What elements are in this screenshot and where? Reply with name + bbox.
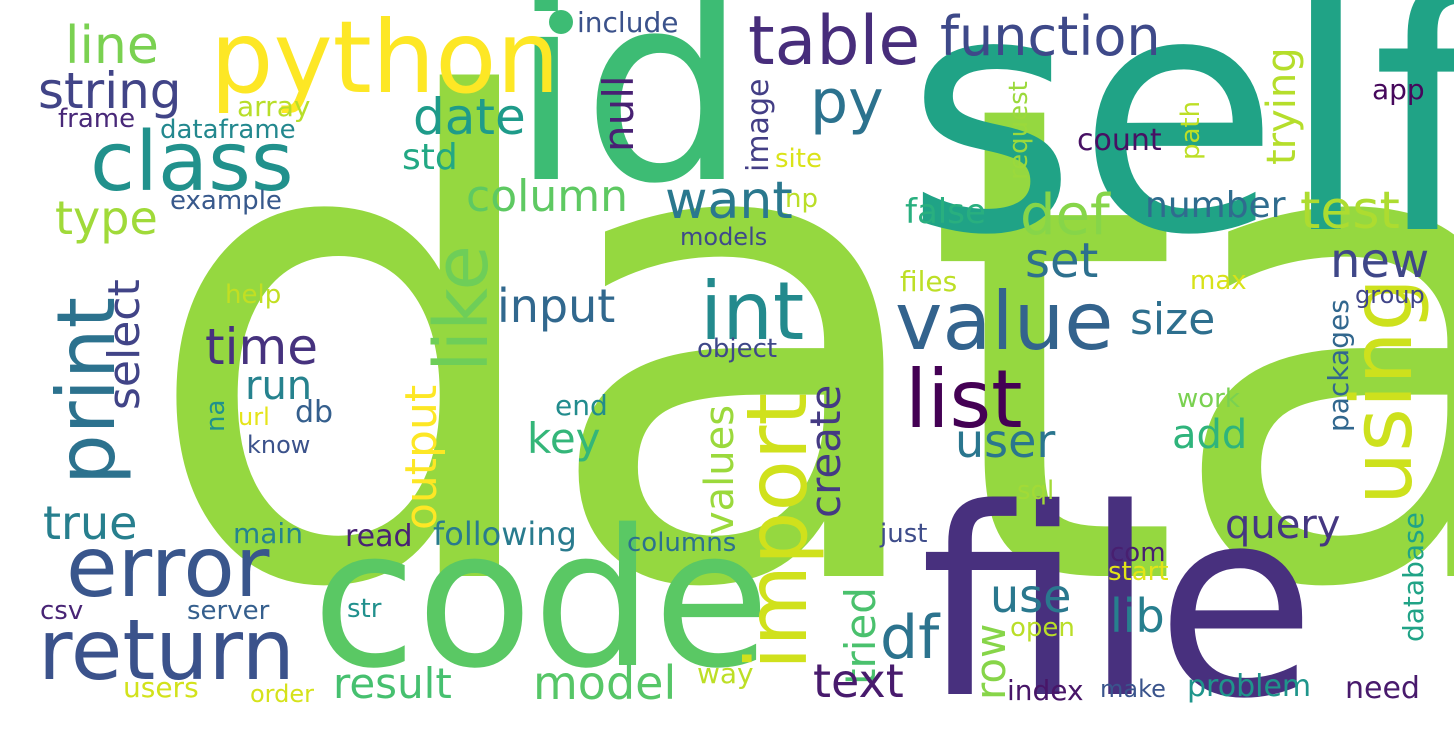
word-py: py — [810, 67, 884, 137]
word-row: row — [966, 623, 1015, 700]
word-work: work — [1177, 384, 1240, 414]
word-database: database — [1397, 512, 1430, 642]
word-open: open — [1010, 613, 1075, 643]
word-sql: sql — [1017, 476, 1055, 506]
word-image: image — [741, 78, 776, 172]
word-use: use — [990, 569, 1072, 623]
word-error: error — [66, 518, 270, 616]
word-array: array — [237, 90, 311, 123]
word-make: make — [1100, 675, 1166, 703]
word-self: self — [905, 0, 1454, 307]
word-problem: problem — [1187, 669, 1312, 704]
word-just: just — [880, 519, 928, 549]
word-id: id — [510, 0, 748, 241]
word-frame: frame — [58, 104, 136, 134]
word-list: list — [905, 353, 1023, 446]
word-com: com — [1110, 538, 1166, 568]
word-str: str — [347, 594, 382, 624]
word-help: help — [225, 280, 282, 310]
word-result: result — [333, 659, 452, 708]
word-class: class — [90, 115, 294, 210]
word-function: function — [940, 5, 1161, 68]
word-users: users — [123, 671, 199, 704]
word-true: true — [43, 496, 138, 550]
word-select: select — [99, 279, 150, 410]
word-start: start — [1108, 557, 1169, 587]
word-line: line — [65, 16, 159, 76]
word-create: create — [801, 384, 850, 518]
word-table: table — [748, 2, 921, 81]
word-file: file — [920, 454, 1316, 735]
word-end: end — [555, 389, 608, 422]
word-columns: columns — [627, 528, 737, 558]
word-files: files — [900, 265, 958, 298]
word-std: std — [402, 137, 458, 178]
word-request: request — [1004, 81, 1034, 180]
word-number: number — [1145, 185, 1286, 226]
word-server: server — [187, 596, 270, 626]
word-trying: trying — [1259, 47, 1305, 165]
word-text: text — [813, 654, 904, 708]
word-order: order — [250, 680, 314, 708]
word-value: value — [895, 275, 1114, 368]
word-input: input — [497, 279, 616, 333]
word-set: set — [1025, 233, 1099, 289]
word-example: example — [170, 186, 282, 216]
word-url: url — [238, 403, 270, 431]
word-following: following — [433, 515, 577, 553]
word-test: test — [1300, 181, 1400, 241]
word-false: false — [905, 192, 986, 232]
word-want: want — [665, 171, 793, 231]
word-model: model — [533, 656, 677, 710]
word-app: app — [1372, 73, 1425, 106]
word-data: data — [140, 0, 1454, 732]
word-return: return — [38, 601, 295, 699]
word-lib: lib — [1110, 589, 1165, 643]
word-new: new — [1330, 233, 1430, 289]
word-group: group — [1355, 281, 1425, 309]
word-main: main — [233, 517, 303, 550]
word-type: type — [55, 191, 158, 245]
word-df: df — [880, 603, 940, 673]
word-np: np — [785, 184, 818, 214]
word-know: know — [247, 431, 311, 459]
word-packages: packages — [1322, 299, 1355, 432]
dot-mark — [549, 10, 573, 34]
word-na: na — [201, 399, 231, 432]
word-def: def — [1020, 183, 1110, 248]
word-models: models — [680, 223, 768, 251]
word-int: int — [700, 265, 805, 358]
word-count: count — [1077, 123, 1162, 158]
word-way: way — [697, 657, 754, 690]
word-object: object — [697, 334, 778, 364]
word-key: key — [527, 414, 601, 463]
word-user: user — [955, 414, 1056, 468]
word-read: read — [345, 519, 413, 554]
word-include: include — [577, 6, 679, 39]
word-code: code — [312, 489, 771, 710]
word-max: max — [1190, 266, 1247, 296]
word-path: path — [1176, 100, 1206, 160]
word-time: time — [205, 318, 318, 376]
word-query: query — [1225, 502, 1341, 548]
word-add: add — [1172, 412, 1248, 458]
word-output: output — [396, 384, 447, 530]
word-db: db — [295, 395, 334, 430]
word-csv: csv — [40, 596, 84, 626]
word-need: need — [1345, 671, 1420, 706]
word-dataframe: dataframe — [160, 115, 296, 145]
word-string: string — [38, 62, 182, 120]
word-values: values — [697, 404, 743, 535]
word-size: size — [1130, 294, 1216, 345]
word-date: date — [413, 88, 526, 146]
word-site: site — [775, 144, 822, 174]
word-index: index — [1007, 674, 1084, 707]
word-like: like — [419, 245, 505, 372]
word-null: null — [594, 75, 643, 152]
word-python: python — [210, 0, 560, 116]
word-column: column — [466, 171, 628, 222]
word-run: run — [245, 363, 313, 409]
